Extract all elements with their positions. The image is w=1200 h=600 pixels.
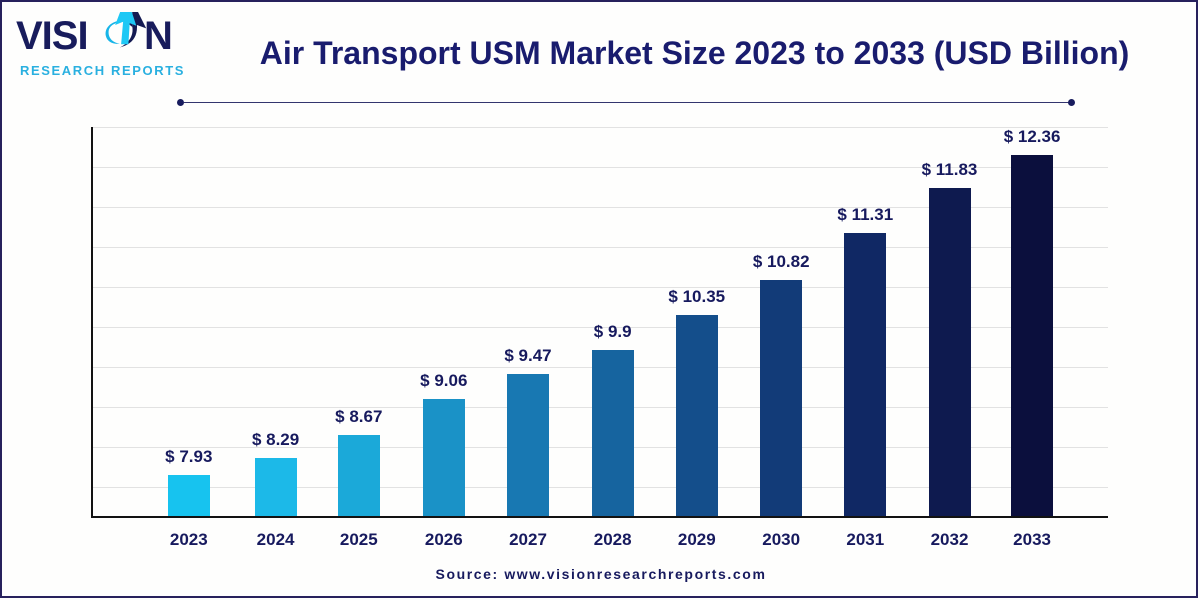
- svg-text:N: N: [144, 14, 173, 58]
- svg-text:VISI: VISI: [16, 14, 88, 58]
